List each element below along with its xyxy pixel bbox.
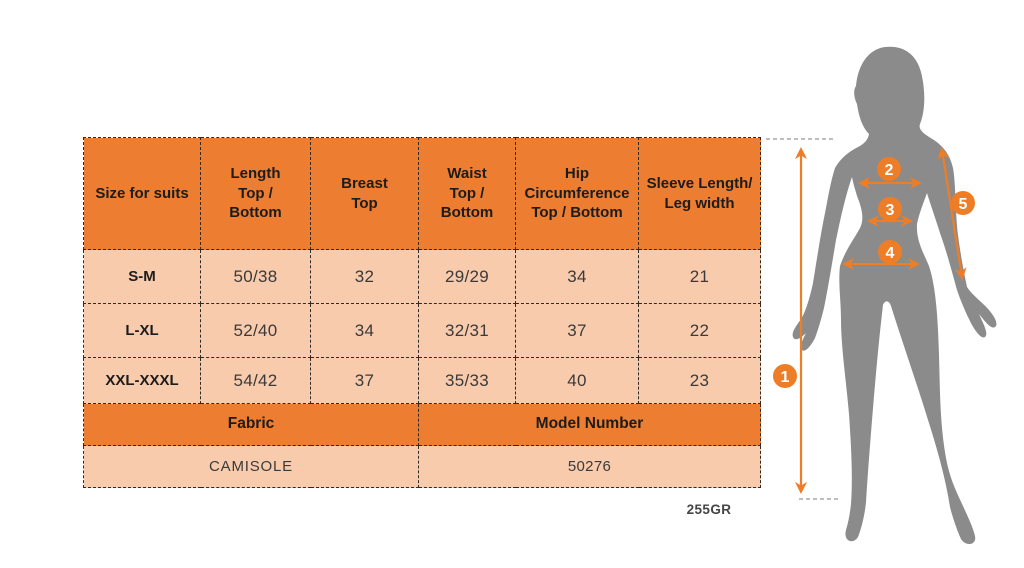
- marker-1-number: 1: [781, 369, 790, 386]
- table-row: L-XL 52/40 34 32/31 37 22: [83, 303, 761, 358]
- value-cell: 29/29: [418, 249, 516, 304]
- marker-5-number: 5: [959, 196, 968, 213]
- marker-3-circle: [878, 197, 902, 221]
- value-cell: 21: [638, 249, 761, 304]
- marker-1: 1: [773, 364, 797, 388]
- value-cell: 34: [515, 249, 639, 304]
- value-cell: 37: [310, 357, 419, 404]
- table-footer-label-row: Fabric Model Number: [83, 403, 761, 446]
- size-cell: XXL-XXXL: [83, 357, 201, 404]
- model-number-value-cell: 50276: [418, 445, 761, 488]
- size-cell: S-M: [83, 249, 201, 304]
- marker-4-circle: [878, 240, 902, 264]
- style-code-caption: 255GR: [686, 502, 732, 517]
- marker-2-circle: [877, 157, 901, 181]
- marker-1-circle: [773, 364, 797, 388]
- marker-5-circle: [951, 191, 975, 215]
- size-cell: L-XL: [83, 303, 201, 358]
- table-row: S-M 50/38 32 29/29 34 21: [83, 249, 761, 304]
- female-silhouette: [792, 46, 997, 545]
- header-sleeve: Sleeve Length/ Leg width: [638, 137, 761, 250]
- size-chart-table: Size for suits Length Top / Bottom Breas…: [83, 137, 761, 488]
- value-cell: 23: [638, 357, 761, 404]
- marker-2-number: 2: [885, 162, 894, 179]
- marker-4: 4: [878, 240, 902, 264]
- value-cell: 22: [638, 303, 761, 358]
- value-cell: 37: [515, 303, 639, 358]
- header-length: Length Top / Bottom: [200, 137, 311, 250]
- measure-arrow-sleeve: [937, 147, 967, 280]
- marker-3-number: 3: [886, 202, 895, 219]
- fabric-value-cell: CAMISOLE: [83, 445, 419, 488]
- header-size-for-suits: Size for suits: [83, 137, 201, 250]
- value-cell: 50/38: [200, 249, 311, 304]
- header-hip: Hip Circumference Top / Bottom: [515, 137, 639, 250]
- marker-4-number: 4: [886, 245, 895, 262]
- value-cell: 35/33: [418, 357, 516, 404]
- marker-2: 2: [877, 157, 901, 181]
- header-waist: Waist Top / Bottom: [418, 137, 516, 250]
- marker-3: 3: [878, 197, 902, 221]
- value-cell: 32: [310, 249, 419, 304]
- table-header-row: Size for suits Length Top / Bottom Breas…: [83, 137, 761, 250]
- table-footer-value-row: CAMISOLE 50276: [83, 445, 761, 488]
- model-number-label-cell: Model Number: [418, 403, 761, 446]
- marker-5: 5: [951, 191, 975, 215]
- header-breast: Breast Top: [310, 137, 419, 250]
- fabric-label-cell: Fabric: [83, 403, 419, 446]
- value-cell: 34: [310, 303, 419, 358]
